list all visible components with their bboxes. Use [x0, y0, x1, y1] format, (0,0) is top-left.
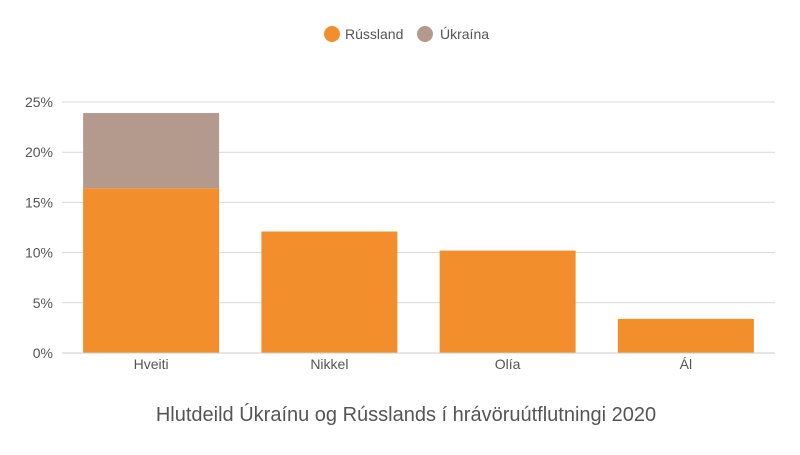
y-tick-label: 10%: [25, 245, 53, 261]
x-axis: Hveiti Nikkel Olía Ál: [62, 352, 775, 372]
legend-swatch: [324, 26, 340, 42]
x-tick-label: Ál: [680, 356, 692, 372]
y-tick-label: 5%: [33, 295, 53, 311]
chart-bars: [83, 113, 754, 353]
x-tick-label: Olía: [495, 356, 521, 372]
y-tick-label: 15%: [25, 194, 53, 210]
x-tick-label: Hveiti: [134, 356, 169, 372]
legend-label: Rússland: [345, 26, 403, 42]
legend-swatch: [417, 26, 433, 42]
bar-russland[interactable]: [439, 250, 576, 353]
chart-legend: Rússland Úkraína: [324, 26, 489, 42]
legend-item-ukraina[interactable]: Úkraína: [417, 26, 489, 42]
y-tick-label: 25%: [25, 94, 53, 110]
chart-title: Hlutdeild Úkraínu og Rússlands í hrávöru…: [156, 403, 656, 426]
bar-russland[interactable]: [261, 231, 398, 353]
x-tick-label: Nikkel: [310, 356, 348, 372]
y-tick-label: 20%: [25, 144, 53, 160]
bar-russland[interactable]: [617, 318, 754, 353]
y-tick-label: 0%: [33, 345, 53, 361]
bar-ukraina[interactable]: [83, 113, 220, 189]
y-axis: 0% 5% 10% 15% 20% 25%: [25, 94, 53, 361]
bar-russland[interactable]: [83, 188, 220, 353]
legend-item-russland[interactable]: Rússland: [324, 26, 403, 42]
legend-label: Úkraína: [440, 26, 489, 42]
